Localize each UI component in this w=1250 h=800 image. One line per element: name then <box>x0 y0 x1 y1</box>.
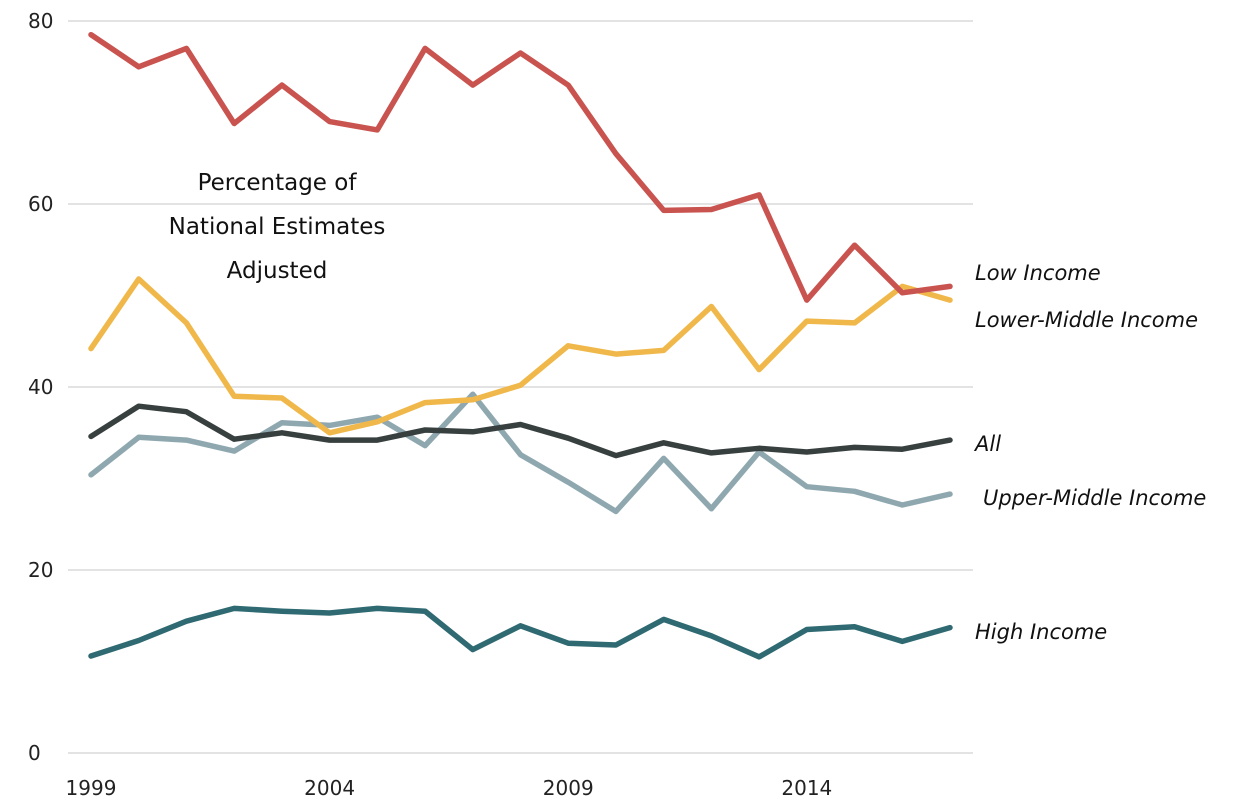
x-tick-label-2009: 2009 <box>543 776 594 800</box>
series-label-high-income: High Income <box>975 620 1107 644</box>
y-tick-label-60: 60 <box>28 192 53 216</box>
y-tick-label-80: 80 <box>28 9 53 33</box>
x-tick-label-2014: 2014 <box>781 776 832 800</box>
annotation-line-1: Percentage of <box>198 170 358 196</box>
x-tick-label-1999: 1999 <box>66 776 117 800</box>
y-tick-label-40: 40 <box>28 375 53 399</box>
y-tick-label-0: 0 <box>28 741 41 765</box>
series-label-upper-middle-income: Upper-Middle Income <box>983 486 1206 510</box>
series-line-low-income <box>88 31 953 303</box>
series-label-low-income: Low Income <box>975 261 1101 285</box>
series-label-all: All <box>973 432 1001 456</box>
y-axis-ticks: 0 20 40 60 80 <box>28 9 53 765</box>
series-line-high-income <box>88 605 953 660</box>
y-tick-label-20: 20 <box>28 558 53 582</box>
series-line-all <box>88 403 953 459</box>
series-labels: Low Income Lower-Middle Income All Upper-Mi… <box>973 261 1206 644</box>
series-line-upper-middle-income <box>88 391 953 515</box>
series-line-lower-middle-income <box>88 276 953 436</box>
series-lines <box>88 31 953 660</box>
annotation-line-3: Adjusted <box>227 258 328 284</box>
series-label-lower-middle-income: Lower-Middle Income <box>975 308 1198 332</box>
annotation-line-2: National Estimates <box>169 214 386 240</box>
x-tick-label-2004: 2004 <box>304 776 355 800</box>
x-axis-ticks: 1999 2004 2009 2014 <box>66 776 833 800</box>
